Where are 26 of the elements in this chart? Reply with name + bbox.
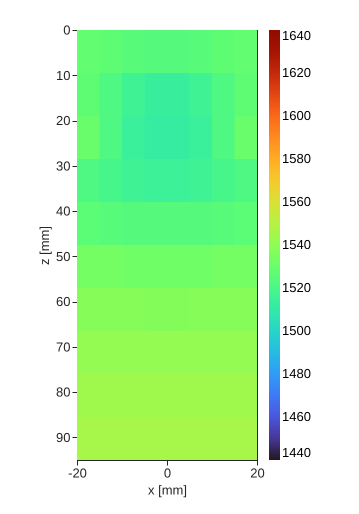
x-tick-label: 20 <box>250 466 265 480</box>
color-bar-label: 1440 <box>282 445 311 460</box>
y-tick-label: 70 <box>56 339 70 354</box>
color-bar-label: 1560 <box>282 194 311 209</box>
color-bar-label: 1540 <box>282 237 311 252</box>
y-tick-label: 80 <box>56 384 70 400</box>
y-tick-label: 40 <box>56 204 70 219</box>
y-tick-label: 30 <box>56 158 70 174</box>
y-tick-label: 50 <box>56 248 70 264</box>
color-bar-label: 1500 <box>282 323 311 338</box>
color-bar-label: 1520 <box>282 280 311 295</box>
y-axis-title: z [mm] <box>37 226 52 265</box>
y-tick-label: 60 <box>56 294 70 310</box>
color-bar-label: 1600 <box>282 108 311 123</box>
y-tick-label: 90 <box>56 430 70 445</box>
x-tick-label: -20 <box>68 466 87 480</box>
color-bar-label: 1460 <box>282 409 311 424</box>
color-bar-label: 1620 <box>282 65 311 80</box>
color-bar-label: 1580 <box>282 151 311 166</box>
y-tick-label: 20 <box>56 113 70 128</box>
y-tick-label: 10 <box>56 68 70 83</box>
y-tick-label: 0 <box>63 22 70 38</box>
color-bar-label: 1640 <box>282 28 311 43</box>
x-tick-label: 0 <box>164 466 172 480</box>
color-bar-label: 1480 <box>282 366 311 381</box>
x-axis-title: x [mm] <box>148 482 187 498</box>
